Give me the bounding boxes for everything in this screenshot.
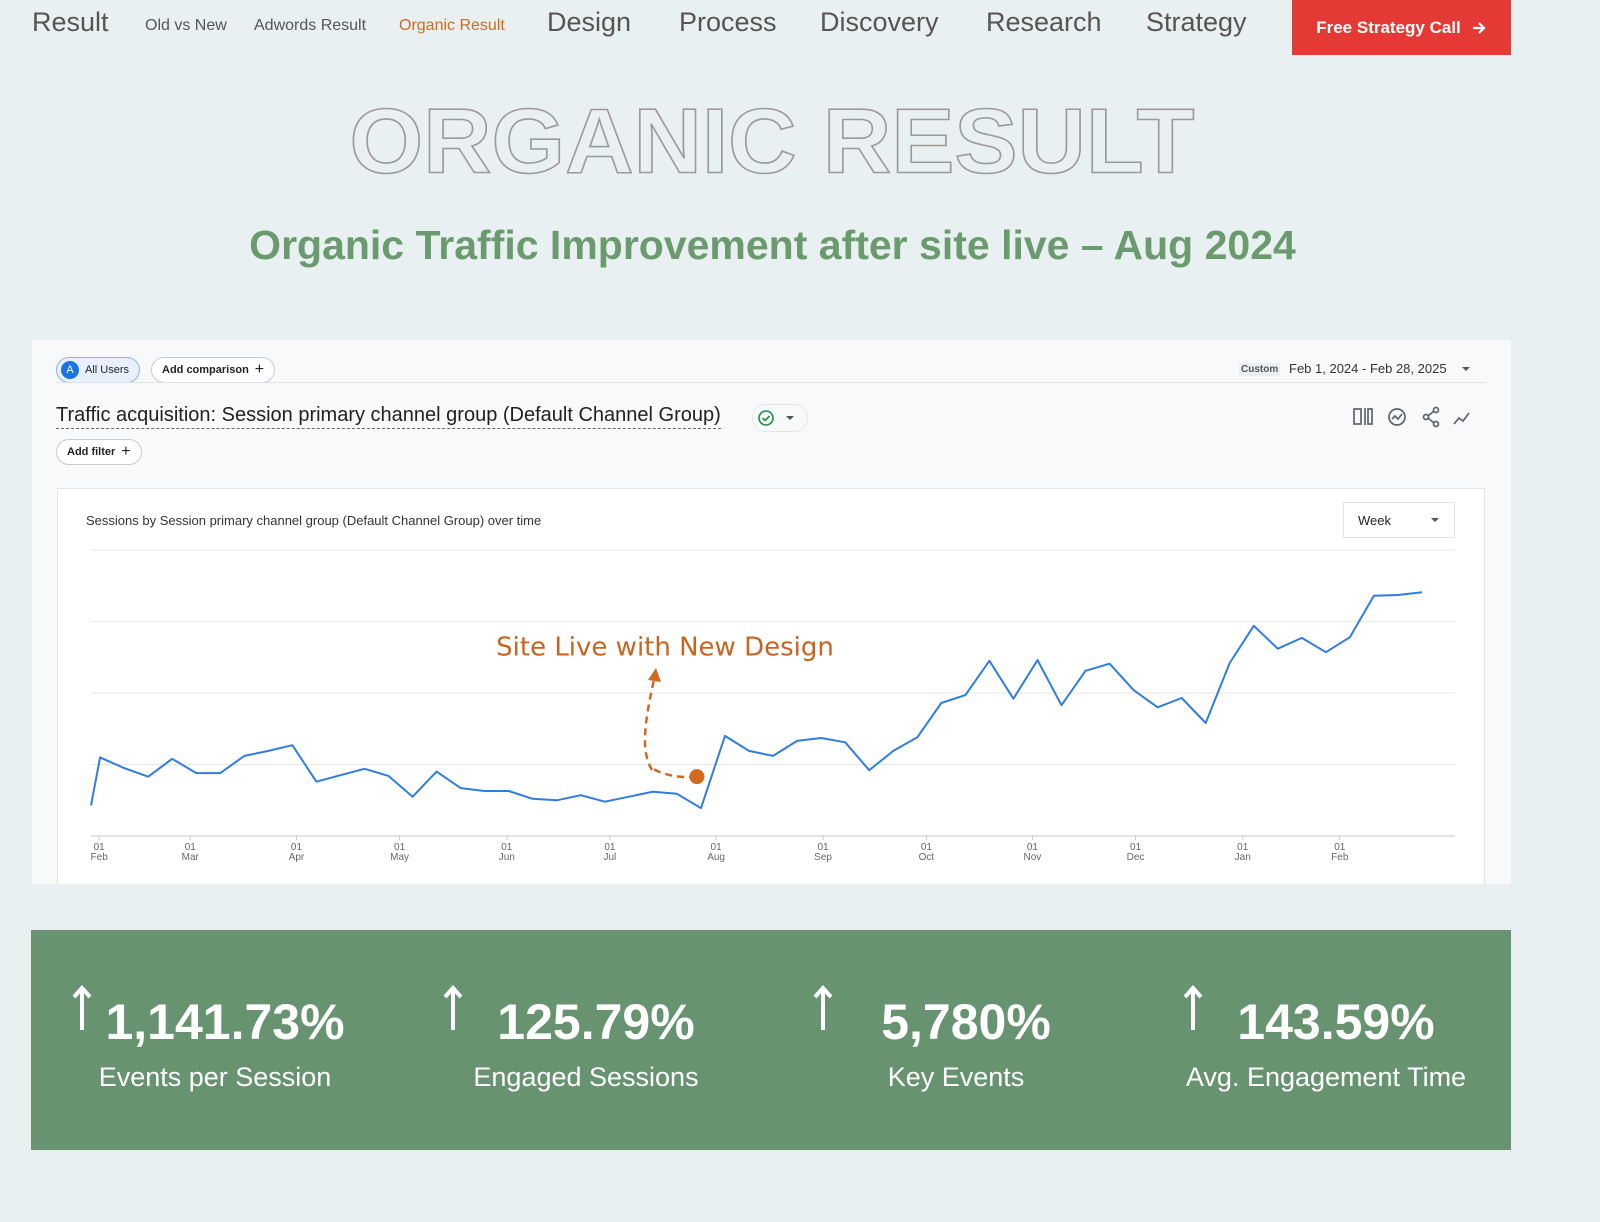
divider: [56, 382, 1486, 383]
stat-value: 125.79%: [497, 994, 695, 1050]
x-tick-label: 01 Apr: [288, 842, 305, 863]
x-tick-label: 01 Feb: [1331, 842, 1349, 863]
annotation: Site Live with New Design: [496, 633, 834, 663]
title-status: [752, 404, 808, 432]
range-kind: Custom: [1239, 363, 1281, 376]
stat-value: 143.59%: [1237, 994, 1435, 1050]
nav-link[interactable]: Process: [679, 7, 777, 37]
up-arrow: [1183, 984, 1203, 1030]
cta-label: Free Strategy Call: [1316, 17, 1461, 37]
x-tick-label: 01 Dec: [1126, 842, 1145, 863]
dropdown-caret: [1431, 518, 1439, 522]
x-tick-label: 01 Nov: [1023, 842, 1042, 863]
cta-button[interactable]: Free Strategy Call: [1292, 0, 1511, 55]
stat-label: Key Events: [887, 1062, 1025, 1092]
stats-band: [31, 930, 1511, 1150]
chart-card: [57, 488, 1485, 884]
chart-title: Sessions by Session primary channel grou…: [86, 513, 542, 528]
segment-label: All Users: [85, 364, 130, 376]
stat-value: 1,141.73%: [105, 994, 345, 1050]
x-tick-label: 01 Aug: [707, 842, 725, 863]
x-tick-label: 01 Oct: [918, 842, 935, 863]
up-arrow: [813, 984, 833, 1030]
plus-icon: +: [254, 361, 265, 378]
stat-value: 5,780%: [881, 994, 1051, 1050]
nav-link[interactable]: Research: [986, 7, 1102, 37]
filter-chip[interactable]: Add filter +: [56, 439, 142, 465]
stat-label: Avg. Engagement Time: [1185, 1062, 1467, 1092]
nav-link[interactable]: Old vs New: [145, 17, 227, 34]
stat-label: Events per Session: [98, 1062, 332, 1092]
nav-link[interactable]: Result: [32, 7, 109, 37]
filter-label: Add filter: [67, 446, 116, 458]
x-tick-label: 01 Jan: [1234, 842, 1251, 863]
x-tick-label: 01 Sep: [814, 842, 832, 863]
comparison-label: Add comparison: [162, 364, 249, 376]
up-arrow: [443, 984, 463, 1030]
nav-link-active[interactable]: Organic Result: [399, 17, 505, 34]
x-tick-label: 01 Feb: [90, 842, 108, 863]
nav-link[interactable]: Discovery: [820, 7, 939, 37]
plus-icon: +: [121, 443, 131, 460]
nav-link[interactable]: Strategy: [1146, 7, 1247, 37]
arrow-head: [648, 668, 661, 682]
x-tick-label: 01 Jul: [603, 842, 617, 863]
interval-label: Week: [1358, 512, 1391, 528]
x-tick-label: 01 Jun: [498, 842, 515, 863]
report-title: Traffic acquisition: Session primary cha…: [56, 404, 721, 429]
date-range[interactable]: Feb 1, 2024 - Feb 28, 2025: [1289, 361, 1447, 376]
dropdown-caret: [1462, 367, 1470, 371]
nav-link[interactable]: Adwords Result: [254, 17, 367, 34]
data-line: [90, 591, 1423, 810]
nav-link[interactable]: Design: [547, 7, 632, 37]
section-heading: Organic Traffic Improvement after site l…: [249, 222, 1296, 268]
line-chart: Site Live with New Design: [90, 549, 1455, 840]
x-tick-label: 01 May: [390, 842, 410, 863]
interval-select[interactable]: Week: [1343, 502, 1455, 538]
annotation-point: [689, 769, 705, 785]
stat-label: Engaged Sessions: [473, 1062, 699, 1092]
arrow-icon: [1472, 21, 1486, 34]
annotation-arrow: [651, 766, 697, 779]
outline-title: ORGANIC RESULT: [350, 90, 1195, 192]
annotation-arrow: [643, 674, 657, 771]
up-arrow: [72, 984, 92, 1030]
hero-outline: ORGANIC RESULT: [349, 90, 1196, 193]
segment-chip[interactable]: A All Users: [56, 357, 141, 383]
toolbar-icons[interactable]: [1350, 404, 1480, 430]
x-tick-label: 01 Mar: [181, 842, 199, 863]
segment-badge: A: [61, 361, 79, 379]
